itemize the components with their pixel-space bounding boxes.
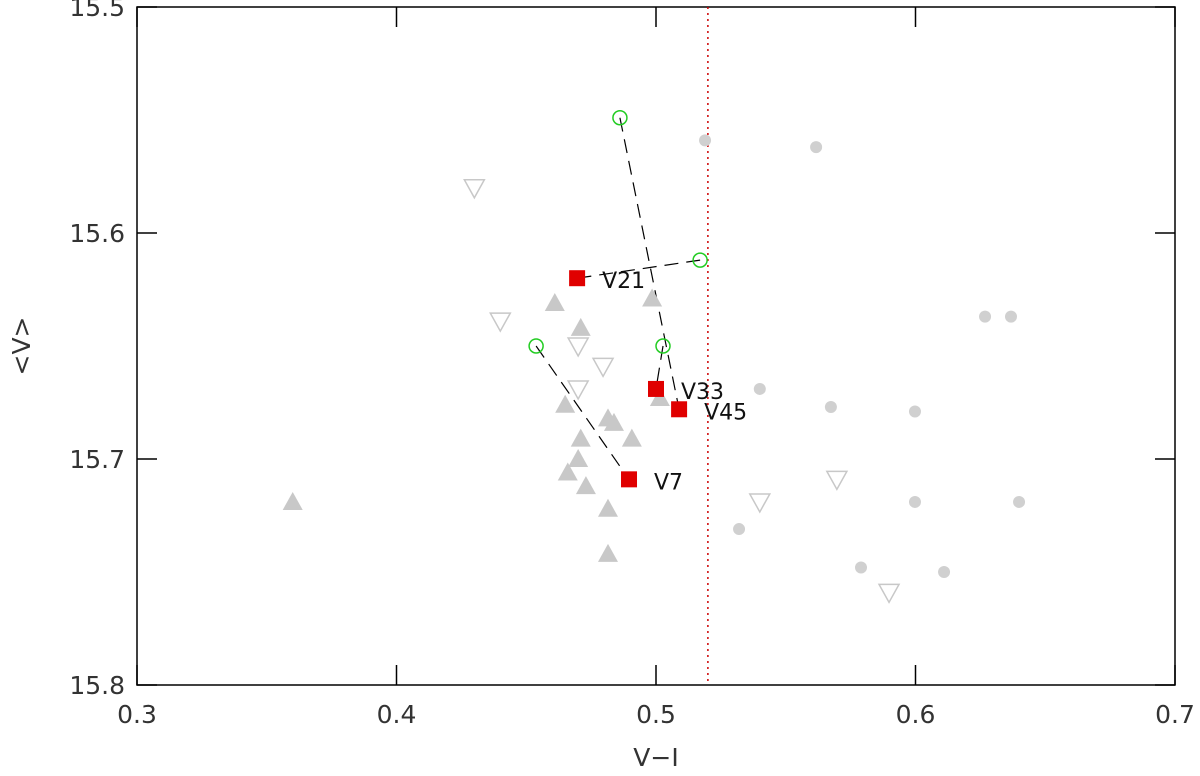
point — [753, 382, 766, 395]
point — [699, 134, 712, 147]
point — [528, 338, 544, 354]
point — [908, 405, 921, 418]
point — [642, 288, 663, 307]
point — [938, 566, 951, 578]
x-tick-label: 0.6 — [896, 700, 936, 729]
point-label: V21 — [602, 269, 645, 294]
point — [568, 449, 589, 467]
point — [648, 380, 664, 397]
connector — [535, 345, 630, 480]
point — [555, 394, 576, 413]
point — [877, 583, 901, 604]
y-axis-label: <V> — [7, 317, 36, 376]
point — [569, 270, 586, 287]
point — [824, 401, 837, 414]
connector — [619, 117, 680, 410]
point — [557, 462, 578, 481]
point — [591, 357, 615, 378]
point-label: V33 — [681, 380, 724, 405]
point — [544, 293, 565, 312]
point — [489, 312, 512, 333]
point — [612, 109, 628, 126]
point — [810, 141, 823, 154]
point — [621, 428, 642, 447]
point — [979, 310, 992, 323]
point — [1004, 310, 1017, 323]
point — [566, 337, 590, 358]
point — [671, 401, 688, 418]
point — [570, 317, 591, 336]
point — [692, 252, 708, 268]
point — [570, 428, 591, 447]
y-tick-label: 15.5 — [69, 0, 125, 22]
y-tick-label: 15.7 — [69, 445, 125, 474]
point — [908, 495, 921, 508]
point — [566, 380, 590, 401]
point — [575, 476, 596, 495]
point — [597, 543, 618, 562]
point — [649, 387, 670, 406]
point — [655, 338, 671, 354]
point — [603, 412, 624, 431]
point-label: V45 — [704, 400, 747, 425]
y-tick-label: 15.6 — [69, 219, 125, 248]
x-tick-label: 0.7 — [1155, 700, 1195, 729]
point — [463, 179, 486, 200]
y-tick-label: 15.8 — [69, 671, 125, 700]
point — [621, 471, 638, 488]
point — [748, 493, 772, 514]
point — [733, 523, 746, 536]
x-tick-label: 0.5 — [636, 700, 676, 729]
point-label: V7 — [654, 470, 683, 495]
point — [1013, 495, 1026, 508]
point — [597, 498, 618, 517]
point — [825, 470, 849, 491]
x-tick-label: 0.4 — [377, 700, 417, 729]
x-axis-label: V−I — [633, 743, 678, 772]
point — [855, 561, 868, 574]
x-tick-label: 0.3 — [117, 700, 157, 729]
point — [282, 491, 303, 510]
